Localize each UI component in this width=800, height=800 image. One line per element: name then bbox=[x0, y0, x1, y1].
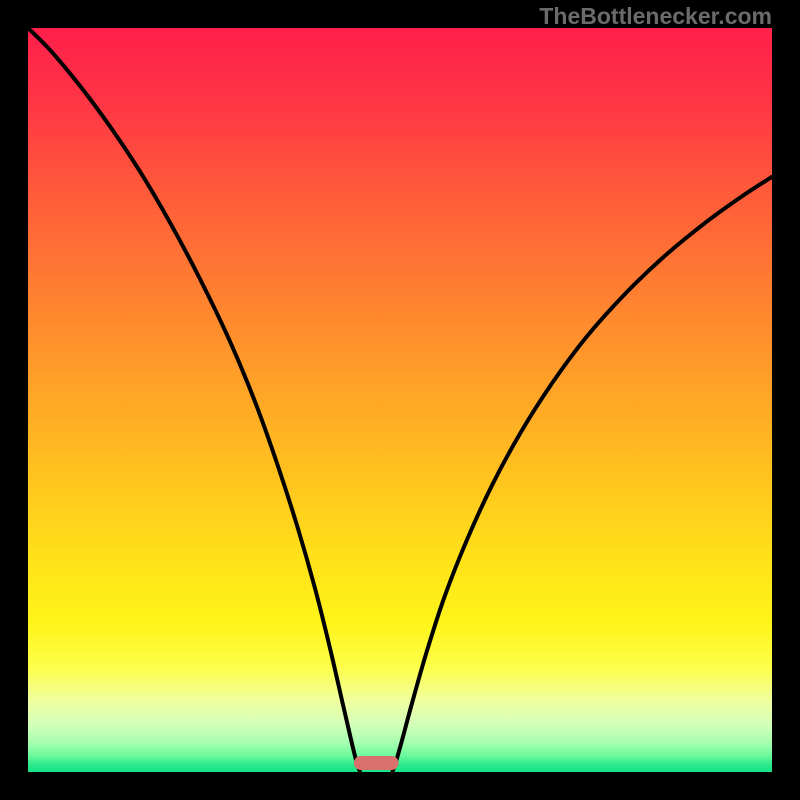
chart-canvas: TheBottlenecker.com bbox=[0, 0, 800, 800]
watermark-text: TheBottlenecker.com bbox=[539, 3, 772, 30]
bottleneck-curve-right bbox=[393, 177, 772, 771]
curve-layer bbox=[0, 0, 800, 800]
bottleneck-marker bbox=[354, 756, 399, 770]
bottleneck-curve-left bbox=[28, 28, 360, 771]
